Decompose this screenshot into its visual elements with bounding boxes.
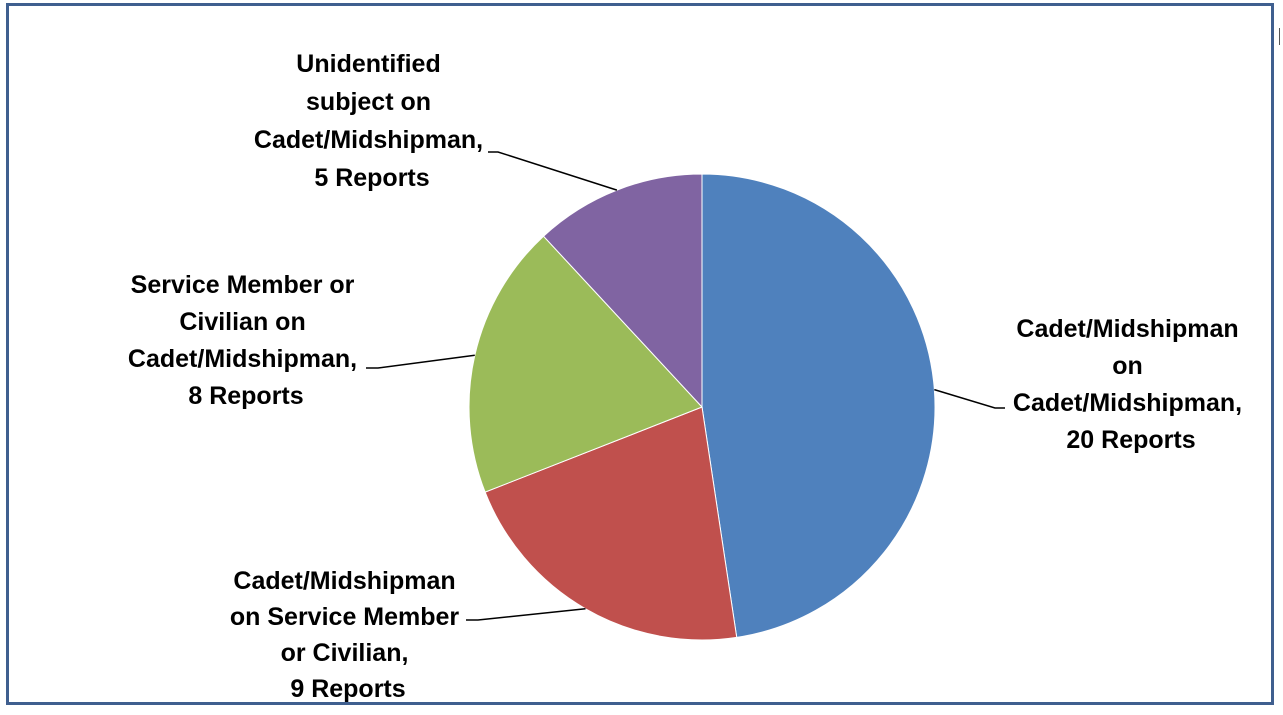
pie-slices xyxy=(468,173,936,641)
leader-lines xyxy=(366,151,1005,621)
pie-slice-service-member-on-cadet xyxy=(468,235,703,493)
slice-label-unidentified-subject: Unidentified subject on Cadet/Midshipman… xyxy=(254,50,490,192)
leader-line xyxy=(488,151,618,191)
slice-label-service-member-on-cadet: Service Member or Civilian on Cadet/Mids… xyxy=(128,271,364,410)
edge-mark xyxy=(1279,28,1280,45)
leader-line xyxy=(934,388,1005,409)
leader-line xyxy=(366,354,475,369)
pie-slice-cadet-on-cadet xyxy=(701,173,936,638)
pie-slice-cadet-on-service-member xyxy=(484,406,738,641)
leader-line xyxy=(466,608,586,621)
slice-label-cadet-on-service-member: Cadet/Midshipman on Service Member or Ci… xyxy=(230,567,466,703)
slice-label-cadet-on-cadet: Cadet/Midshipman on Cadet/Midshipman, 20… xyxy=(1013,315,1249,454)
